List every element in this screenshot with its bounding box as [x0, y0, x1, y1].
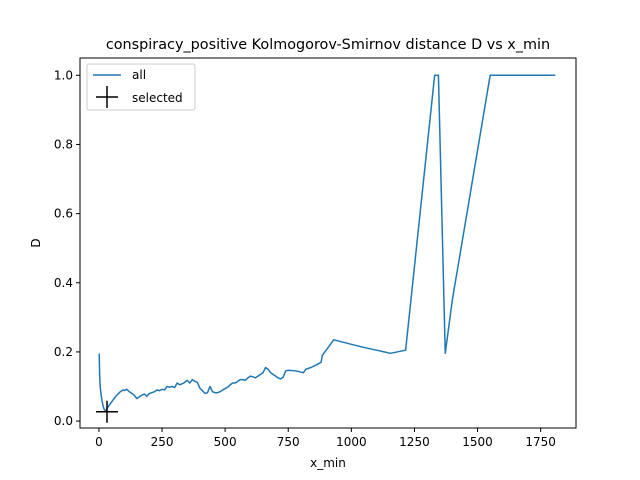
legend: all selected — [86, 63, 196, 111]
y-tick-label: 0.0 — [54, 414, 73, 428]
series-line-all — [98, 74, 556, 412]
y-tick-label: 0.4 — [54, 276, 73, 290]
y-tick-label: 0.8 — [54, 137, 73, 151]
x-tick-label: 500 — [214, 435, 237, 449]
x-tick-label: 250 — [151, 435, 174, 449]
y-axis-label: D — [29, 238, 43, 247]
x-axis-label: x_min — [310, 456, 346, 470]
legend-label-selected: selected — [132, 91, 183, 105]
chart-title: conspiracy_positive Kolmogorov-Smirnov d… — [106, 37, 550, 53]
y-tick-label: 0.6 — [54, 207, 73, 221]
legend-label-all: all — [132, 68, 146, 82]
x-tick-label: 1250 — [399, 435, 430, 449]
axis-ticks: 0 250 500 750 1000 1250 1500 1750 0.0 0.2 0.4 0.6 0.… — [54, 68, 556, 449]
plot-frame — [79, 57, 577, 429]
x-tick-label: 0 — [95, 435, 103, 449]
plot-area — [96, 74, 556, 423]
x-tick-label: 750 — [277, 435, 300, 449]
x-tick-label: 1750 — [525, 435, 556, 449]
y-tick-label: 0.2 — [54, 345, 73, 359]
x-tick-label: 1500 — [462, 435, 493, 449]
selected-marker — [96, 400, 119, 423]
y-tick-label: 1.0 — [54, 68, 73, 82]
x-tick-label: 1000 — [336, 435, 367, 449]
